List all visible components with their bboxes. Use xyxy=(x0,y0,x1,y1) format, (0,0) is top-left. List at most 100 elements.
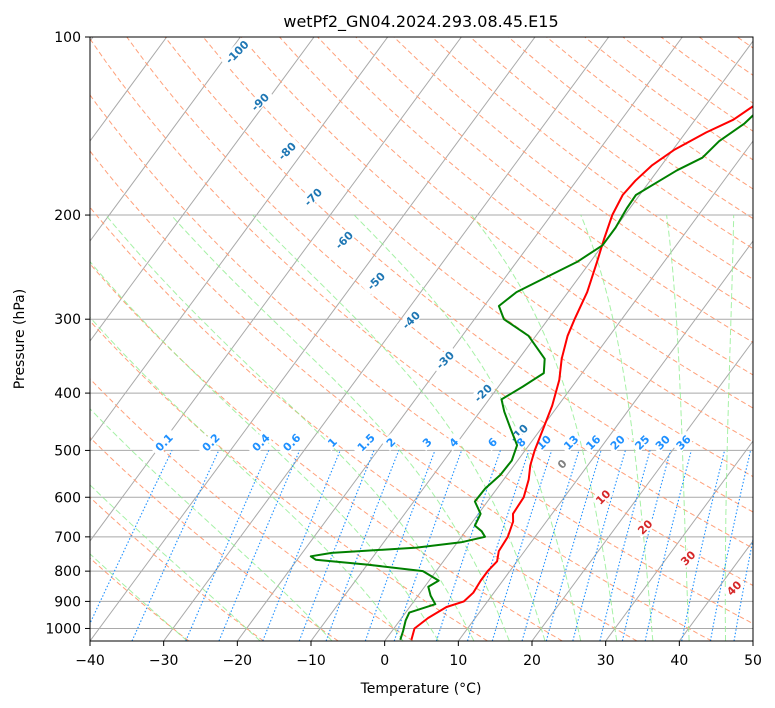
mixing-ratio-line xyxy=(325,450,400,641)
mixing-ratio-label-group: 0.2 xyxy=(196,428,225,457)
isotherm-line xyxy=(310,40,753,641)
isotherm-line xyxy=(236,37,683,641)
mixing-ratio-label-group: 0.1 xyxy=(149,428,178,457)
mixing-ratio-label-bg xyxy=(531,430,555,454)
mixing-ratio-label-group: 36 xyxy=(671,430,695,454)
isotherm-line xyxy=(163,37,610,641)
dry-adiabat-label-bg xyxy=(272,136,301,165)
plot-frame xyxy=(89,36,754,642)
x-tick-label: −40 xyxy=(75,653,105,669)
dry-adiabat-label-bg xyxy=(504,418,533,447)
dry-adiabat-line xyxy=(90,378,414,641)
dry-adiabat-line xyxy=(508,37,753,220)
moist-adiabat-line xyxy=(90,316,404,641)
y-tick-label: 700 xyxy=(54,530,81,546)
dry-adiabat-label-bg xyxy=(329,225,358,254)
mixing-ratio-line xyxy=(599,450,651,641)
mixing-ratio-line xyxy=(466,450,530,641)
plot-area: -100-90-80-70-60-50-40-30-20-10010203040… xyxy=(90,37,753,641)
y-axis-label: Pressure (hPa) xyxy=(12,289,28,389)
moist-adiabat-label-bg xyxy=(722,576,746,600)
mixing-ratio-line xyxy=(218,450,301,641)
adiabat-labels: -100-90-80-70-60-50-40-30-20-10010203040… xyxy=(149,37,746,600)
y-tick-label: 400 xyxy=(54,386,81,402)
dry-adiabat-label-bg xyxy=(298,182,327,211)
y-axis-ticks: 1000 900 800 700 600 500 400 300 200 100 xyxy=(45,30,90,637)
dry-adiabat-label-bg xyxy=(430,345,459,374)
mixing-ratio-line xyxy=(572,450,626,641)
dry-adiabat-label-group: -60 xyxy=(329,225,358,254)
mixing-ratio-label-bg xyxy=(605,430,629,454)
isotherm-line xyxy=(90,37,389,442)
x-axis-label: Temperature (°C) xyxy=(360,681,482,697)
isotherm-line xyxy=(90,37,315,342)
mixing-ratio-label-bg xyxy=(149,428,178,457)
mixing-ratio-line xyxy=(364,450,436,641)
moist-adiabat-line xyxy=(90,553,188,641)
dewpoint-profile-line xyxy=(309,114,753,641)
x-tick-label: 10 xyxy=(449,653,467,669)
mixing-ratio-label-group: 16 xyxy=(581,430,605,454)
isotherm-line xyxy=(752,640,753,641)
moist-adiabat-line xyxy=(90,408,333,641)
mixing-ratio-label-group: 20 xyxy=(605,430,629,454)
y-tick-label: 500 xyxy=(54,443,81,459)
mixing-ratio-label-bg xyxy=(277,428,306,457)
mixing-ratio-label-group: 25 xyxy=(630,430,654,454)
mixing-ratio-line xyxy=(393,450,463,641)
dry-adiabat-label-group: -80 xyxy=(272,136,301,165)
dry-adiabat-line xyxy=(622,37,753,132)
mixing-ratio-label-bg xyxy=(246,428,275,457)
dry-adiabat-label-group: -70 xyxy=(298,182,327,211)
moist-adiabat-line xyxy=(666,214,690,641)
dry-adiabat-line xyxy=(90,150,712,641)
dry-adiabat-label-bg xyxy=(245,87,274,116)
isotherm-line xyxy=(90,37,536,641)
isotherm-line xyxy=(531,340,753,641)
mixing-ratio-label-group: 13 xyxy=(559,430,583,454)
dry-adiabat-line xyxy=(279,37,753,409)
x-tick-label: −30 xyxy=(149,653,179,669)
mixing-ratio-line xyxy=(90,450,173,625)
dry-adiabat-line xyxy=(431,37,753,280)
mixing-ratio-label-bg xyxy=(444,433,463,451)
dry-adiabat-line xyxy=(317,37,753,376)
mixing-ratio-line xyxy=(521,450,580,641)
mixing-ratio-label-bg xyxy=(650,430,674,454)
mixing-ratio-label-bg xyxy=(483,433,501,451)
dry-adiabat-line xyxy=(126,37,753,549)
dry-adiabat-label-group: -50 xyxy=(361,266,390,295)
y-tick-label: 800 xyxy=(54,564,81,580)
dry-adiabat-label-group: -30 xyxy=(430,345,459,374)
dry-adiabat-line xyxy=(546,37,753,190)
mixing-ratio-line xyxy=(644,450,692,641)
mixing-ratio-label-bg xyxy=(381,433,400,451)
x-tick-label: −20 xyxy=(223,653,253,669)
mixing-ratio-label-bg xyxy=(351,428,380,457)
y-tick-label: 200 xyxy=(54,208,81,224)
moist-adiabat-label-bg xyxy=(633,515,657,539)
mixing-ratio-label-group: 2 xyxy=(381,433,400,451)
mixing-ratio-line xyxy=(709,450,752,641)
mixing-ratio-line xyxy=(681,450,726,641)
dry-adiabat-line xyxy=(393,37,753,312)
mixing-ratio-line xyxy=(131,450,220,641)
mixing-ratio-line xyxy=(435,450,501,641)
y-tick-label: 600 xyxy=(54,490,81,506)
mixing-ratio-line xyxy=(545,450,602,641)
mixing-ratio-label-group: 6 xyxy=(483,433,501,451)
dry-adiabat-label-bg xyxy=(396,305,425,334)
dry-adiabat-label-bg xyxy=(468,378,497,407)
moist-adiabats xyxy=(90,214,735,641)
dry-adiabat-line xyxy=(90,496,264,641)
isotherm-line xyxy=(90,37,168,142)
x-tick-label: 0 xyxy=(380,653,389,669)
temperature-profile-line xyxy=(410,105,753,641)
y-tick-label: 1000 xyxy=(45,621,81,637)
isotherm-line xyxy=(90,37,241,242)
moist-adiabat-label-bg xyxy=(591,485,615,509)
y-tick-label: 900 xyxy=(54,594,81,610)
y-tick-label: 300 xyxy=(54,312,81,328)
moist-adiabat-line xyxy=(170,214,510,641)
